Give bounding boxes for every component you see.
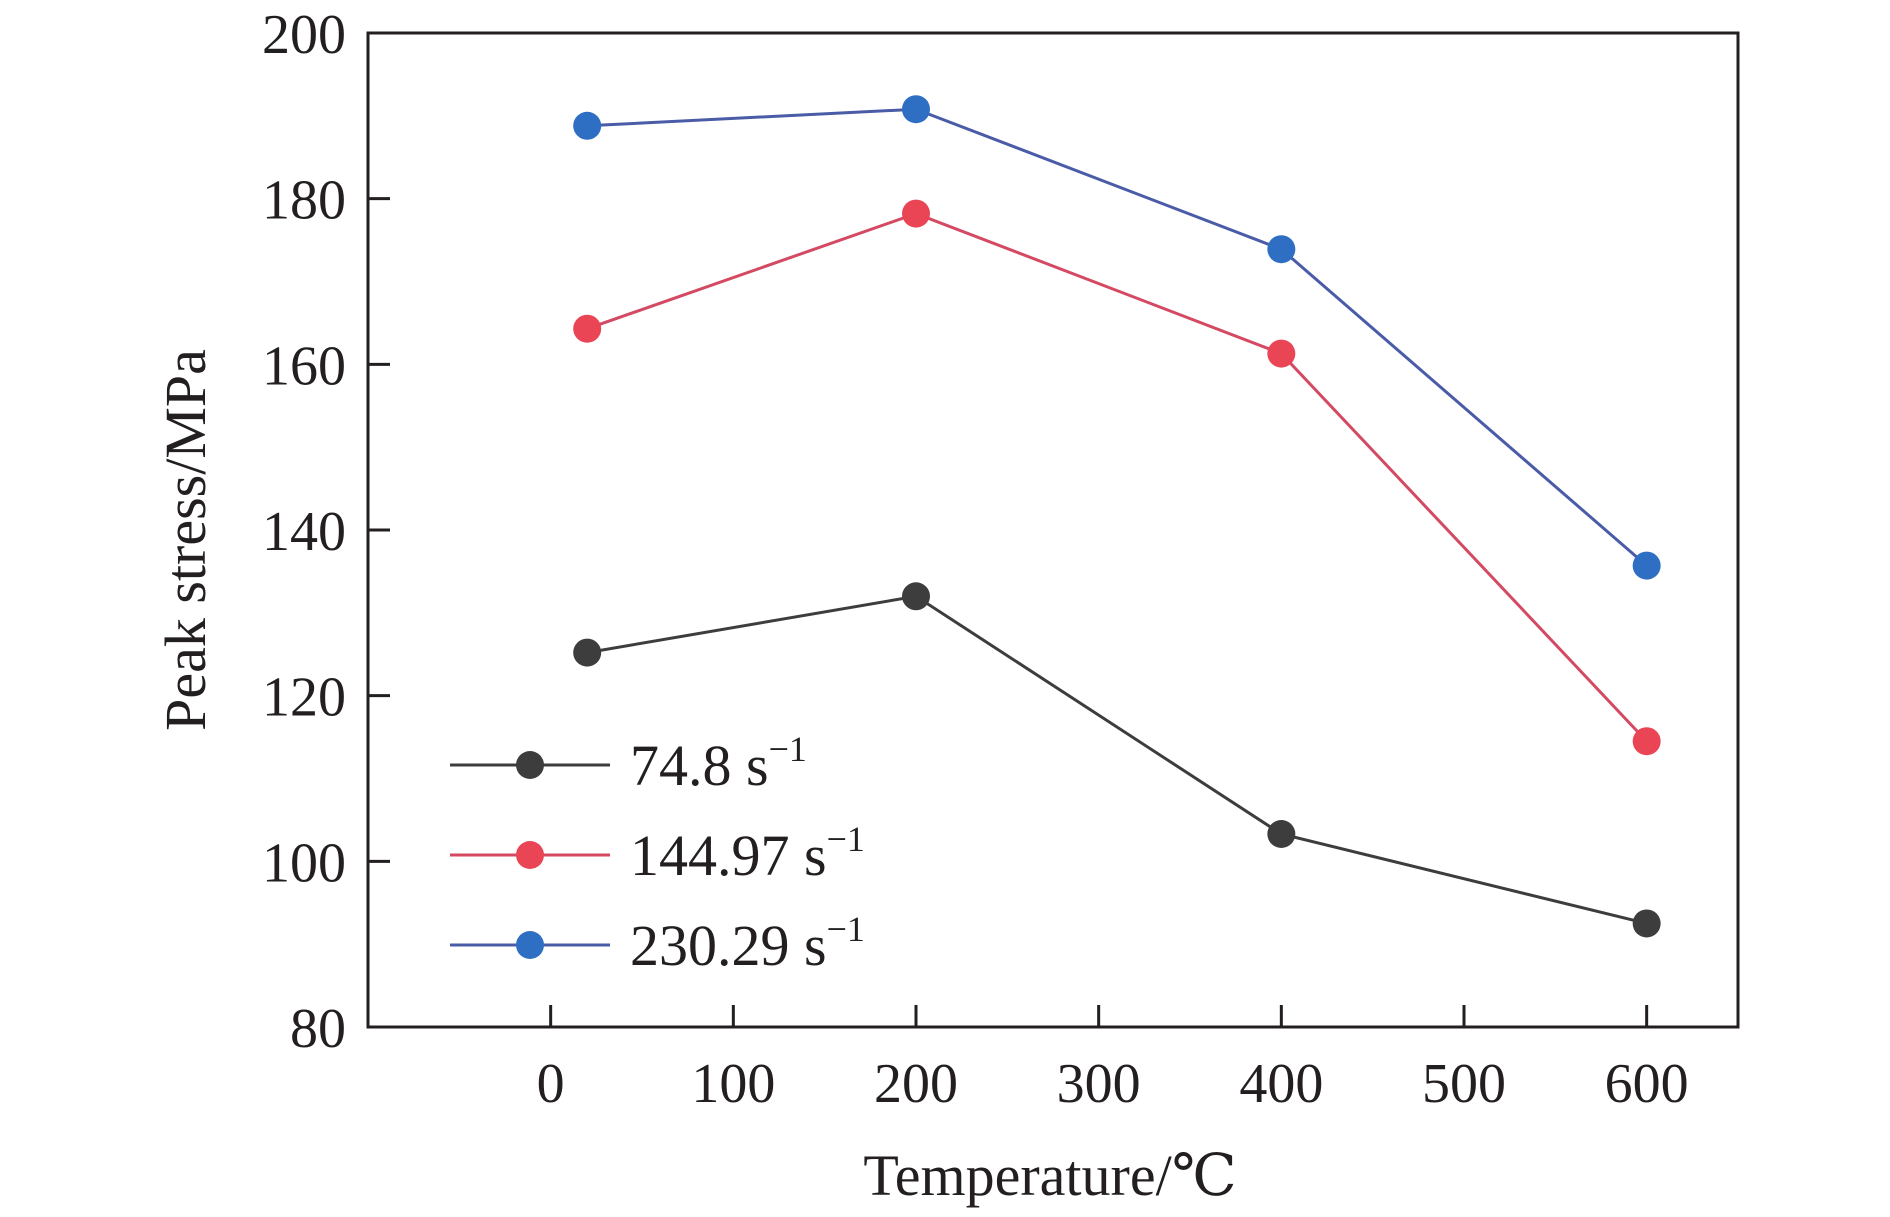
series-line-0 — [586, 594, 1648, 925]
data-point-s2-0 — [573, 111, 602, 140]
y-axis-label: Peak stress/MPa — [153, 349, 218, 731]
legend-label-0: 74.8 s−1 — [630, 729, 807, 798]
data-point-s2-1 — [902, 95, 930, 124]
x-tick-label-100: 100 — [691, 1053, 775, 1115]
x-tick-label-400: 400 — [1239, 1053, 1323, 1115]
legend-marker-2 — [516, 931, 544, 959]
data-point-s0-3 — [1632, 909, 1661, 938]
data-point-s0-0 — [573, 638, 602, 667]
x-tick-label-200: 200 — [874, 1053, 958, 1115]
data-point-s1-1 — [902, 199, 930, 228]
data-point-s0-1 — [902, 582, 930, 611]
plot-frame — [366, 31, 1740, 1029]
y-tick-label-80: 80 — [290, 998, 346, 1060]
series-line-2 — [587, 107, 1648, 567]
y-tick-label-180: 180 — [262, 170, 346, 232]
y-tick-label-120: 120 — [262, 667, 346, 729]
y-tick-label-160: 160 — [262, 335, 346, 397]
x-tick-label-500: 500 — [1422, 1053, 1506, 1115]
series-lines — [586, 107, 1648, 925]
data-point-s0-2 — [1267, 819, 1296, 848]
series-line-1 — [586, 211, 1648, 743]
legend-label-1: 144.97 s−1 — [630, 819, 865, 888]
x-tick-label-600: 600 — [1605, 1053, 1689, 1115]
y-tick-label-100: 100 — [262, 832, 346, 894]
x-tick-label-0: 0 — [537, 1053, 565, 1115]
data-point-s1-3 — [1632, 727, 1661, 756]
legend-marker-0 — [516, 751, 544, 779]
x-axis-label: Temperature/℃ — [863, 1143, 1236, 1208]
x-tick-label-300: 300 — [1057, 1053, 1141, 1115]
series-markers — [573, 95, 1661, 938]
axes: 0 100 200 300 400 500 600 80 100 120 140 160 180 200 — [262, 4, 1740, 1115]
data-point-s2-2 — [1267, 235, 1296, 264]
legend: 74.8 s−1 144.97 s−1 230.29 s−1 — [450, 729, 865, 978]
legend-marker-1 — [516, 841, 544, 869]
data-point-s1-0 — [573, 314, 602, 343]
data-point-s1-2 — [1267, 339, 1296, 368]
data-point-s2-3 — [1632, 551, 1661, 580]
y-tick-label-200: 200 — [262, 4, 346, 66]
y-tick-label-140: 140 — [262, 501, 346, 563]
legend-label-2: 230.29 s−1 — [630, 909, 865, 978]
